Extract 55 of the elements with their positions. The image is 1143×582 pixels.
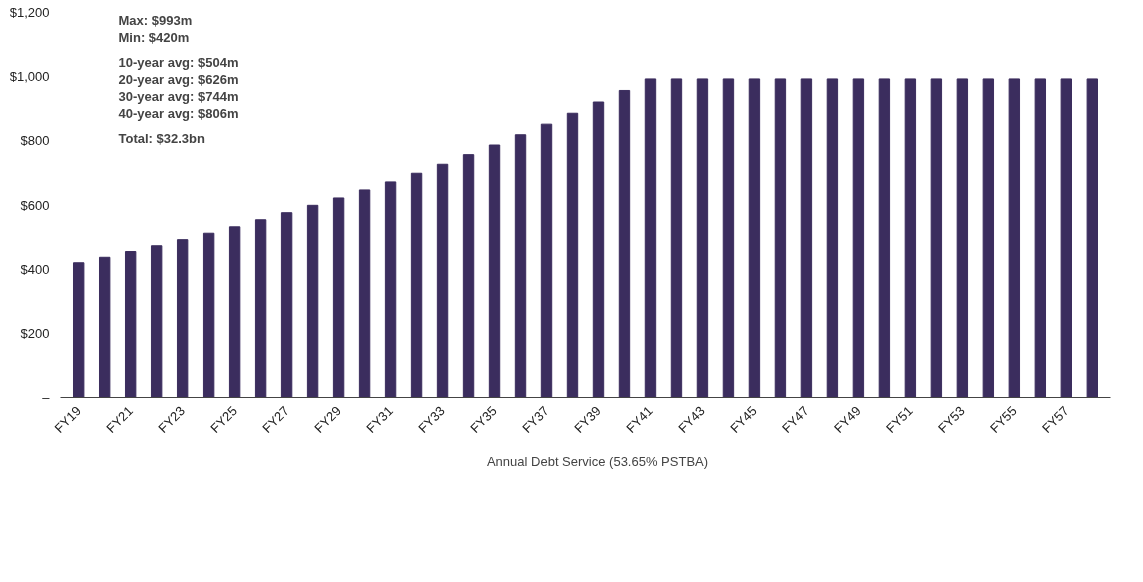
y-tick-label: $200 [20,325,50,341]
bar [358,189,371,398]
bar [1008,78,1021,398]
bar [384,181,397,398]
y-tick-label: $1,000 [9,69,50,85]
bar [228,226,241,398]
bar [488,144,501,398]
bar [878,78,891,398]
bar [982,78,995,398]
bar [800,78,813,398]
annotation: Max: $993m [118,12,193,28]
bar [254,219,267,398]
bar [1086,78,1098,398]
bar [150,245,163,398]
bar [592,101,605,398]
y-tick-label: $800 [20,133,50,149]
text: Annual Debt Service (53.65% PSTBA) [486,453,709,469]
bar [826,78,839,398]
bar [1034,78,1047,398]
annotation: 10-year avg: $504m [118,54,239,70]
bar [124,251,137,398]
bar [462,154,475,398]
bar [748,78,761,398]
bar [306,204,319,398]
bar [410,172,423,398]
y-tick-label: $600 [20,197,50,213]
bar [930,78,943,398]
bar [566,112,579,398]
bar [202,232,215,398]
bar [436,163,449,398]
bar [73,262,85,398]
annotation: Min: $420m [118,29,190,45]
y-tick-label: $1,200 [9,5,50,20]
bar [98,256,111,398]
bar [852,78,865,398]
bar [670,78,683,398]
y-tick-label: – [42,390,51,405]
bar [514,134,527,398]
bar [722,78,735,398]
annotation: 20-year avg: $626m [118,71,239,87]
bar [904,78,917,398]
annotation: 30-year avg: $744m [118,88,239,104]
bar [774,78,787,398]
bar [696,78,709,398]
bar [956,78,969,398]
annotation: Total: $32.3bn [118,130,205,146]
bar [1060,78,1073,398]
annotation: 40-year avg: $806m [118,105,239,121]
bar [644,78,657,398]
bar [332,197,345,398]
bar [176,239,189,398]
y-tick-label: $400 [20,261,50,277]
bar [280,212,293,398]
bar [540,123,553,398]
bar [618,89,631,398]
